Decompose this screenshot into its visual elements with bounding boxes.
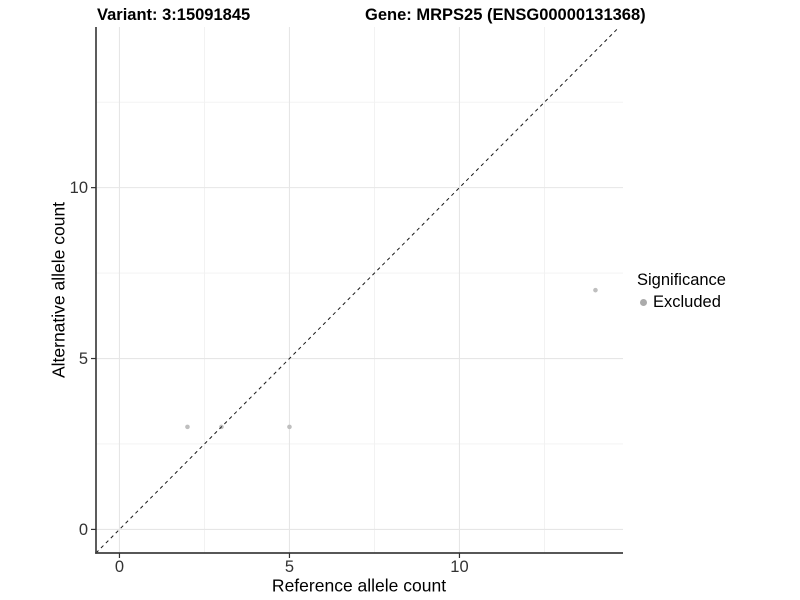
legend-item-excluded: Excluded (637, 293, 726, 312)
data-point (593, 287, 598, 293)
data-point (287, 424, 292, 430)
x-axis-label: Reference allele count (271, 575, 447, 596)
legend-item-label: Excluded (653, 293, 721, 311)
x-tick-label: 5 (285, 558, 294, 576)
variant-title: Variant: 3:15091845 (97, 6, 251, 24)
data-point (185, 424, 190, 430)
y-axis-label: Alternative allele count (48, 201, 69, 379)
y-tick-label: 0 (79, 521, 88, 539)
x-tick-label: 10 (450, 558, 468, 576)
excluded-point-icon (640, 299, 647, 306)
legend: Significance Excluded (637, 271, 726, 312)
y-tick-label: 10 (70, 179, 88, 197)
x-tick-label: 0 (115, 558, 124, 576)
legend-title: Significance (637, 271, 726, 289)
identity-line (95, 26, 620, 554)
y-tick-label: 5 (79, 350, 88, 368)
gene-title: Gene: MRPS25 (ENSG00000131368) (365, 6, 646, 24)
